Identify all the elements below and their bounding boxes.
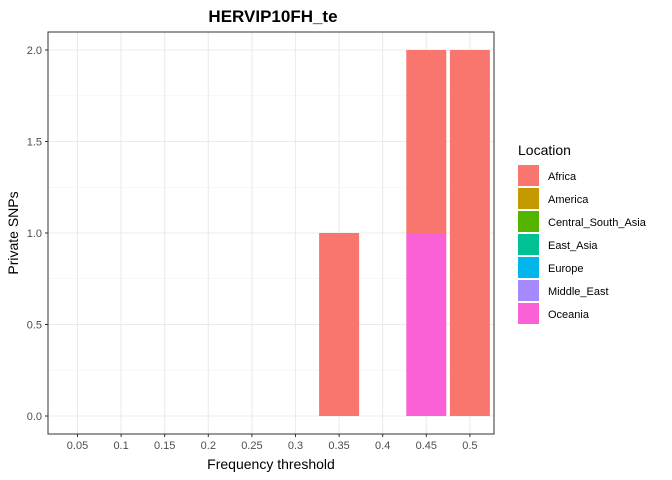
bar-africa-0.45 <box>406 50 447 233</box>
x-axis: 0.05 0.1 0.15 0.2 0.25 0.3 0.35 0.4 0.45 0.5 <box>67 434 478 452</box>
bar-oceania-0.45 <box>406 233 447 416</box>
legend-label: Middle_East <box>548 286 609 298</box>
legend-items: Africa America Central_South_Asia East_Asia… <box>518 165 647 324</box>
x-tick-label: 0.45 <box>416 440 437 452</box>
bar-africa-0.5 <box>449 50 490 416</box>
x-tick-label: 0.15 <box>154 440 175 452</box>
x-tick-label: 0.05 <box>67 440 88 452</box>
legend-key-africa <box>518 165 539 186</box>
x-axis-title: Frequency threshold <box>207 456 335 472</box>
y-tick-label: 1.0 <box>27 228 42 240</box>
legend-key-middle-east <box>518 280 539 301</box>
legend-key-europe <box>518 257 539 278</box>
x-tick-label: 0.5 <box>462 440 477 452</box>
y-axis: 0.0 0.5 1.0 1.5 2.0 <box>27 45 48 423</box>
legend-key-central-south-asia <box>518 211 539 232</box>
x-tick-label: 0.35 <box>328 440 349 452</box>
legend-label: Central_South_Asia <box>548 217 647 229</box>
legend-label: America <box>548 194 589 206</box>
y-tick-label: 2.0 <box>27 45 42 57</box>
legend-label: Europe <box>548 263 583 275</box>
legend-key-america <box>518 188 539 209</box>
y-axis-title: Private SNPs <box>5 191 21 274</box>
legend-key-oceania <box>518 303 539 324</box>
legend-label: East_Asia <box>548 240 598 252</box>
y-tick-label: 0.0 <box>27 411 42 423</box>
x-tick-label: 0.3 <box>288 440 303 452</box>
x-tick-label: 0.2 <box>201 440 216 452</box>
y-tick-label: 0.5 <box>27 320 42 332</box>
legend-label: Oceania <box>548 309 590 321</box>
legend-key-east-asia <box>518 234 539 255</box>
chart-title: HERVIP10FH_te <box>208 7 337 26</box>
legend-title: Location <box>518 142 571 158</box>
x-tick-label: 0.4 <box>375 440 390 452</box>
y-tick-label: 1.5 <box>27 137 42 149</box>
legend-label: Africa <box>548 171 577 183</box>
plot-bars <box>319 50 490 416</box>
x-tick-label: 0.25 <box>241 440 262 452</box>
bar-africa-0.35 <box>319 233 360 416</box>
legend: Location Africa America Central_South_Asia… <box>518 142 647 324</box>
x-tick-label: 0.1 <box>113 440 128 452</box>
